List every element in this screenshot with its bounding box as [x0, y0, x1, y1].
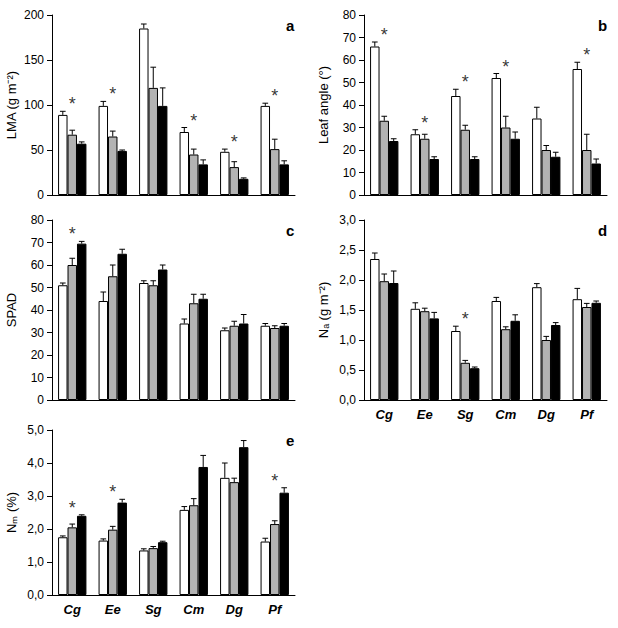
svg-text:Ee: Ee — [417, 407, 433, 422]
svg-text:c: c — [286, 222, 294, 239]
svg-text:2,0: 2,0 — [339, 273, 356, 287]
svg-text:*: * — [69, 224, 76, 244]
svg-text:1,5: 1,5 — [339, 303, 356, 317]
svg-text:1,0: 1,0 — [27, 555, 44, 569]
svg-text:3,0: 3,0 — [27, 489, 44, 503]
svg-text:*: * — [583, 45, 590, 65]
svg-text:*: * — [502, 57, 509, 77]
svg-text:80: 80 — [31, 213, 45, 227]
svg-text:Dg: Dg — [538, 407, 555, 422]
svg-text:a: a — [286, 17, 295, 34]
svg-text:0,0: 0,0 — [339, 393, 356, 407]
svg-text:40: 40 — [343, 98, 357, 112]
svg-text:*: * — [190, 111, 197, 131]
svg-text:200: 200 — [24, 8, 44, 22]
svg-text:50: 50 — [31, 281, 45, 295]
svg-text:*: * — [462, 309, 469, 329]
svg-text:Sg: Sg — [457, 407, 474, 422]
svg-text:3,0: 3,0 — [339, 213, 356, 227]
svg-text:Cg: Cg — [376, 407, 393, 422]
svg-text:4,0: 4,0 — [27, 456, 44, 470]
svg-text:0: 0 — [349, 188, 356, 202]
svg-text:0: 0 — [37, 393, 44, 407]
svg-text:*: * — [421, 113, 428, 133]
svg-text:0,5: 0,5 — [339, 363, 356, 377]
svg-text:30: 30 — [343, 121, 357, 135]
svg-text:60: 60 — [343, 53, 357, 67]
svg-text:Pf: Pf — [268, 602, 283, 617]
svg-text:Pf: Pf — [580, 407, 595, 422]
svg-text:*: * — [231, 132, 238, 152]
svg-text:Ee: Ee — [105, 602, 121, 617]
svg-text:2,0: 2,0 — [27, 522, 44, 536]
svg-text:60: 60 — [31, 258, 45, 272]
svg-text:e: e — [286, 432, 294, 449]
svg-text:Dg: Dg — [226, 602, 243, 617]
svg-text:Cg: Cg — [64, 602, 81, 617]
svg-text:80: 80 — [343, 8, 357, 22]
svg-text:*: * — [109, 482, 116, 502]
svg-text:*: * — [109, 84, 116, 104]
svg-text:*: * — [381, 25, 388, 45]
svg-text:LMA (g m⁻²): LMA (g m⁻²) — [4, 71, 19, 139]
svg-text:70: 70 — [343, 31, 357, 45]
svg-text:Cm: Cm — [183, 602, 204, 617]
svg-text:Nₐ (g m⁻²): Nₐ (g m⁻²) — [316, 282, 331, 339]
svg-text:1,0: 1,0 — [339, 333, 356, 347]
svg-text:*: * — [69, 94, 76, 114]
svg-text:20: 20 — [31, 348, 45, 362]
svg-text:2,5: 2,5 — [339, 243, 356, 257]
svg-text:Nₘ (%): Nₘ (%) — [4, 492, 19, 533]
svg-text:*: * — [271, 471, 278, 491]
svg-text:0,0: 0,0 — [27, 588, 44, 602]
svg-text:100: 100 — [24, 98, 44, 112]
svg-text:40: 40 — [31, 303, 45, 317]
svg-text:SPAD: SPAD — [4, 293, 19, 327]
svg-text:0: 0 — [37, 188, 44, 202]
svg-text:Cm: Cm — [495, 407, 516, 422]
svg-text:Sg: Sg — [145, 602, 162, 617]
svg-text:d: d — [598, 222, 607, 239]
svg-text:50: 50 — [31, 143, 45, 157]
svg-text:5,0: 5,0 — [27, 423, 44, 437]
svg-text:b: b — [598, 17, 607, 34]
svg-text:50: 50 — [343, 76, 357, 90]
svg-text:10: 10 — [343, 166, 357, 180]
svg-text:10: 10 — [31, 371, 45, 385]
svg-text:20: 20 — [343, 143, 357, 157]
svg-text:*: * — [69, 498, 76, 518]
svg-text:70: 70 — [31, 236, 45, 250]
svg-text:150: 150 — [24, 53, 44, 67]
svg-text:Leaf angle (°): Leaf angle (°) — [316, 66, 331, 144]
svg-text:30: 30 — [31, 326, 45, 340]
svg-text:*: * — [271, 86, 278, 106]
svg-text:*: * — [462, 72, 469, 92]
